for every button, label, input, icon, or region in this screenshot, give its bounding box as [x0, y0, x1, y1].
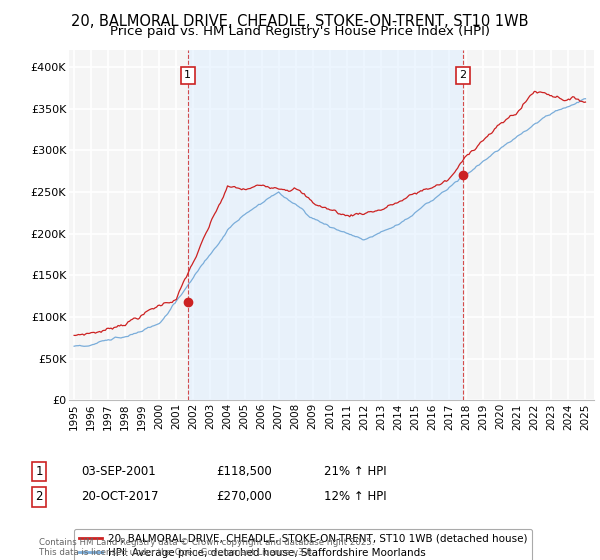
Bar — [188, 50, 463, 400]
Text: 20, BALMORAL DRIVE, CHEADLE, STOKE-ON-TRENT, ST10 1WB: 20, BALMORAL DRIVE, CHEADLE, STOKE-ON-TR… — [71, 14, 529, 29]
Text: 20-OCT-2017: 20-OCT-2017 — [81, 490, 158, 503]
Text: 21% ↑ HPI: 21% ↑ HPI — [324, 465, 386, 478]
Text: 12% ↑ HPI: 12% ↑ HPI — [324, 490, 386, 503]
Text: 03-SEP-2001: 03-SEP-2001 — [81, 465, 156, 478]
Text: 1: 1 — [184, 71, 191, 81]
Text: Contains HM Land Registry data © Crown copyright and database right 2025.
This d: Contains HM Land Registry data © Crown c… — [39, 538, 374, 557]
Legend: 20, BALMORAL DRIVE, CHEADLE, STOKE-ON-TRENT, ST10 1WB (detached house), HPI: Ave: 20, BALMORAL DRIVE, CHEADLE, STOKE-ON-TR… — [74, 529, 532, 560]
Text: £270,000: £270,000 — [216, 490, 272, 503]
Text: 1: 1 — [35, 465, 43, 478]
Text: Price paid vs. HM Land Registry's House Price Index (HPI): Price paid vs. HM Land Registry's House … — [110, 25, 490, 38]
Text: 2: 2 — [35, 490, 43, 503]
Text: £118,500: £118,500 — [216, 465, 272, 478]
Text: 2: 2 — [459, 71, 466, 81]
